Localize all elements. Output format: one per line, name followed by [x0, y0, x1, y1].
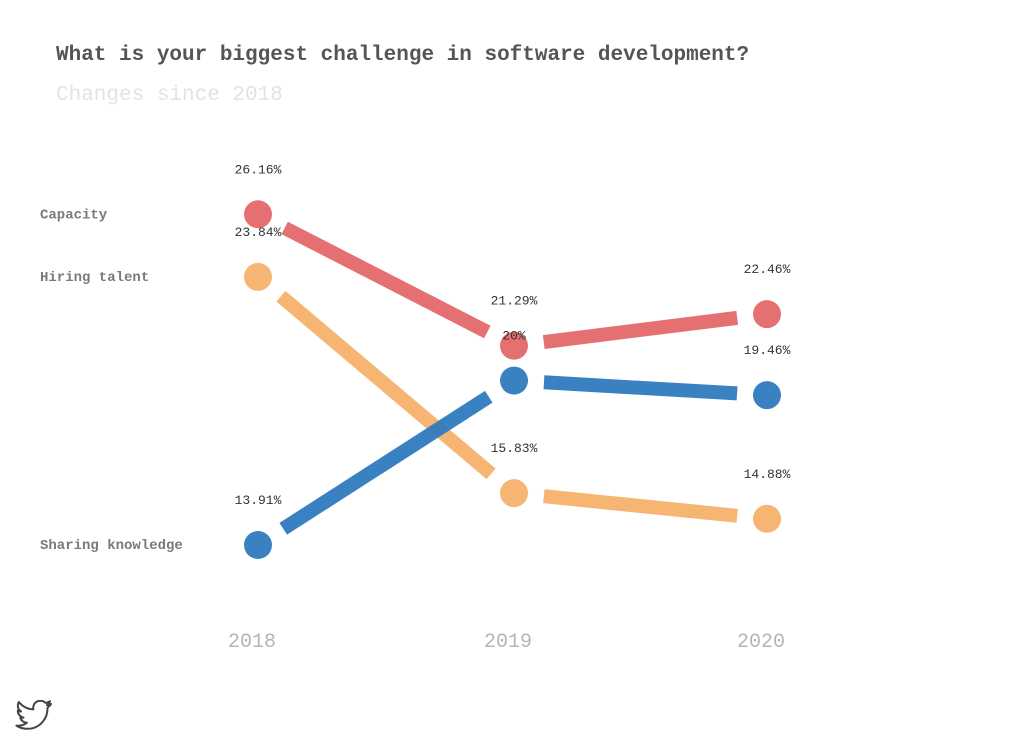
hiring-talent-segment-2 — [543, 489, 738, 523]
x-tick-label-2018: 2018 — [228, 631, 276, 654]
x-tick-label-2019: 2019 — [484, 631, 532, 654]
hiring-talent-point-2018[interactable] — [244, 262, 272, 291]
sharing-knowledge-value-label-2018: 13.91% — [235, 493, 282, 508]
hiring-talent-value-label-2019: 15.83% — [491, 441, 538, 456]
capacity-point-2018[interactable] — [244, 200, 272, 229]
sharing-knowledge-segment-1 — [279, 390, 493, 535]
sharing-knowledge-value-label-2020: 19.46% — [744, 343, 791, 358]
capacity-segment-1 — [281, 221, 491, 339]
hiring-talent-point-2019[interactable] — [500, 479, 528, 508]
sharing-knowledge-series-label: Sharing knowledge — [40, 538, 183, 554]
twitter-bird-icon[interactable] — [14, 700, 54, 732]
sharing-knowledge-point-2019[interactable] — [500, 366, 528, 395]
capacity-value-label-2018: 26.16% — [235, 162, 282, 177]
sharing-knowledge-point-2018[interactable] — [244, 531, 272, 559]
capacity-segment-2 — [542, 310, 739, 349]
hiring-talent-value-label-2020: 14.88% — [744, 467, 791, 482]
chart-title: What is your biggest challenge in softwa… — [56, 44, 750, 67]
capacity-point-2019[interactable] — [500, 331, 528, 360]
x-tick-label-2020: 2020 — [737, 631, 785, 654]
capacity-value-label-2020: 22.46% — [744, 262, 791, 277]
hiring-talent-point-2020[interactable] — [753, 504, 781, 533]
hiring-talent-segment-1 — [276, 290, 496, 480]
sharing-knowledge-segment-2 — [543, 375, 738, 401]
sharing-knowledge-point-2020[interactable] — [753, 381, 781, 410]
sharing-knowledge-value-label-2019: 20% — [502, 329, 526, 344]
hiring-talent-value-label-2018: 23.84% — [235, 225, 282, 240]
capacity-point-2020[interactable] — [753, 300, 781, 329]
capacity-value-label-2019: 21.29% — [491, 294, 538, 309]
chart-subtitle: Changes since 2018 — [56, 84, 283, 107]
capacity-series-label: Capacity — [40, 207, 108, 223]
hiring-talent-series-label: Hiring talent — [40, 270, 149, 286]
